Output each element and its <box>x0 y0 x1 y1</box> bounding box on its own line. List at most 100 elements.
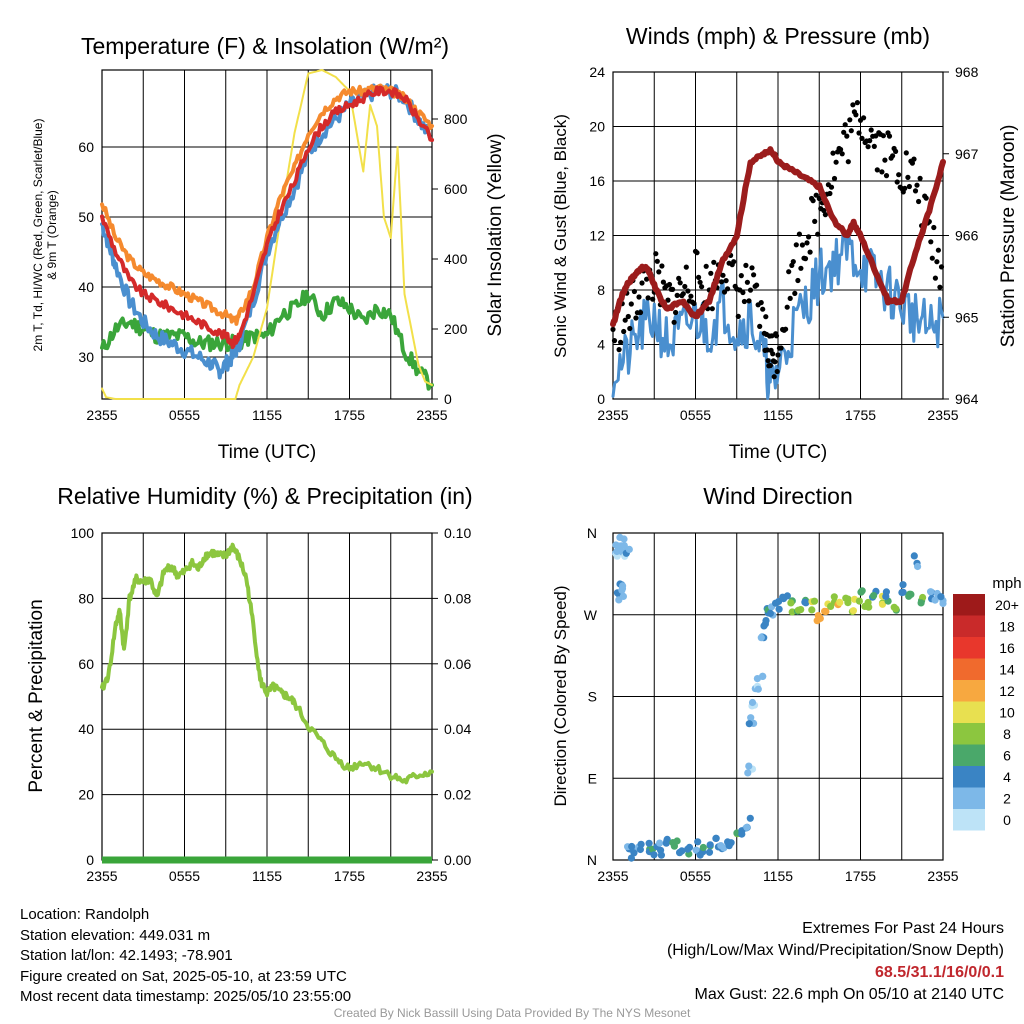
gust-point <box>754 282 760 288</box>
pressure-line <box>610 146 946 328</box>
gust-point <box>746 298 752 304</box>
legend-swatch <box>953 787 985 809</box>
gust-point <box>699 284 705 290</box>
temp-y-label-line1: 2m T, Td, HI/WC (Red, Green, Scarlet/Blu… <box>31 119 45 352</box>
temperature-panel: Temperature (F) & Insolation (W/m²) 30 40… <box>31 33 506 463</box>
gust-point <box>896 172 902 178</box>
direction-point <box>919 593 927 602</box>
legend-swatch <box>953 744 985 766</box>
direction-point <box>802 599 810 607</box>
y-tick-label: 30 <box>78 349 94 365</box>
direction-point <box>917 599 925 607</box>
gust-point <box>861 115 867 121</box>
gust-point <box>827 190 833 197</box>
legend-label: 8 <box>1003 726 1011 742</box>
direction-point <box>787 599 795 607</box>
gust-point <box>810 198 816 204</box>
x-tick-label: 2355 <box>86 868 117 884</box>
direction-point <box>844 599 852 607</box>
direction-point <box>882 592 890 601</box>
gust-point <box>916 198 922 205</box>
gust-point <box>718 279 725 285</box>
gust-point <box>691 300 697 307</box>
rh-y2-ticks: 0.00 0.02 0.04 0.06 0.08 0.10 <box>432 525 471 868</box>
y-tick-label: 20 <box>589 119 605 135</box>
gust-point <box>627 325 633 332</box>
legend-swatch <box>953 658 985 680</box>
gust-point <box>902 185 908 191</box>
direction-point <box>620 541 628 550</box>
y-tick-label: 40 <box>78 721 94 737</box>
direction-point <box>620 535 628 543</box>
y2-tick-label: 0.06 <box>444 656 471 672</box>
gust-point <box>828 184 835 190</box>
gust-point <box>731 259 737 265</box>
gust-point <box>674 292 680 298</box>
direction-point <box>684 845 692 853</box>
x-tick-label: 1755 <box>845 407 876 423</box>
dir-grid <box>612 532 944 861</box>
gust-point <box>618 339 624 345</box>
gust-point <box>688 293 694 299</box>
direction-point <box>794 606 803 614</box>
wind-panel: Winds (mph) & Pressure (mb) 04812162024 … <box>551 23 1019 463</box>
direction-point <box>892 605 900 613</box>
gust-point <box>760 306 766 312</box>
gust-point <box>830 150 836 156</box>
gust-point <box>883 173 890 179</box>
gust-point <box>622 317 628 323</box>
temperature-line <box>100 85 434 350</box>
direction-point <box>746 814 754 822</box>
direction-point <box>849 607 858 615</box>
gust-point <box>854 100 861 106</box>
wind-title: Winds (mph) & Pressure (mb) <box>626 23 930 49</box>
gust-point <box>798 265 804 271</box>
gust-point <box>903 150 909 156</box>
y2-tick-label: 200 <box>444 321 468 337</box>
gust-point <box>694 250 700 256</box>
gust-point <box>928 239 934 245</box>
gust-point <box>628 301 634 307</box>
gust-point <box>610 326 616 332</box>
direction-point <box>754 685 762 693</box>
legend-label: 20+ <box>995 597 1019 613</box>
temp-y-ticks: 30 40 50 60 <box>78 139 94 365</box>
rh-y-ticks: 0 20 40 60 80 100 <box>71 525 95 868</box>
temp-y2-label: Solar Insolation (Yellow) <box>485 133 506 336</box>
gust-point <box>868 127 874 133</box>
gust-point <box>676 275 682 281</box>
gust-point <box>738 273 744 279</box>
info-location: Location: Randolph <box>20 906 150 923</box>
legend-swatch <box>953 809 985 831</box>
gust-point <box>841 129 847 135</box>
gust-point <box>911 156 917 162</box>
x-tick-label: 2355 <box>416 868 447 884</box>
gust-point <box>654 258 660 264</box>
gust-point <box>767 362 774 369</box>
direction-point <box>745 720 753 728</box>
gust-point <box>682 283 688 290</box>
x-tick-label: 1155 <box>252 868 282 884</box>
x-tick-label: 1755 <box>845 868 876 884</box>
dir-y-label: Direction (Colored By Speed) <box>551 585 570 806</box>
gust-point <box>932 275 939 281</box>
info-elevation: Station elevation: 449.031 m <box>20 926 211 944</box>
direction-point <box>810 597 819 605</box>
x-tick-label: 0555 <box>680 868 711 884</box>
gust-point <box>769 333 775 339</box>
gust-point <box>764 347 770 353</box>
gust-point <box>711 259 717 265</box>
x-tick-label: 1155 <box>763 407 793 423</box>
gust-point <box>696 274 702 280</box>
rh-series <box>100 542 434 864</box>
gust-point <box>822 212 829 218</box>
gust-point <box>778 345 784 351</box>
gust-point <box>666 281 673 288</box>
temp-series <box>100 69 434 400</box>
gust-point <box>795 277 801 284</box>
y2-tick-label: 600 <box>444 181 468 197</box>
direction-point <box>748 698 757 707</box>
y-tick-label: 8 <box>597 282 605 298</box>
gust-point <box>853 112 859 118</box>
y-tick-label: 40 <box>78 279 94 295</box>
